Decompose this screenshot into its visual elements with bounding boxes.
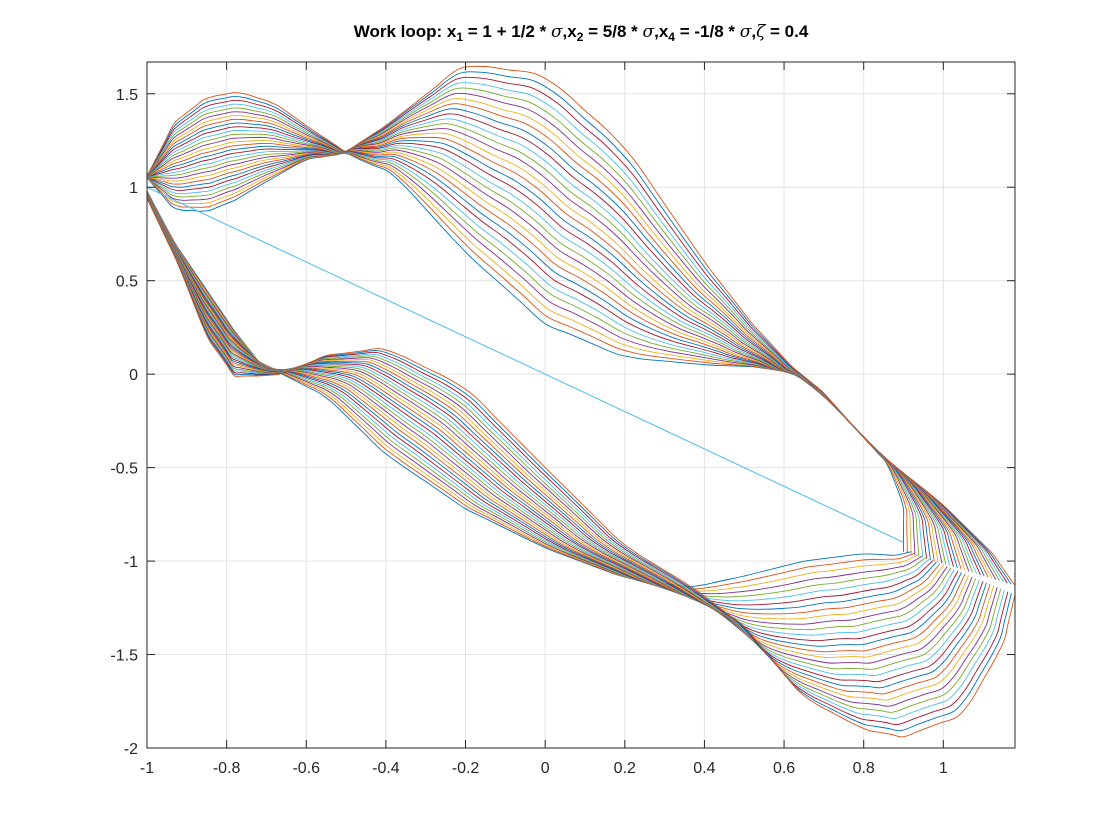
chart-title: Work loop: x1 = 1 + 1/2 * σ,x2 = 5/8 * σ… — [147, 22, 1015, 44]
title-part: 4 — [668, 30, 675, 44]
plot-area — [147, 62, 1015, 748]
x-tick-label: 0.6 — [773, 760, 795, 777]
lower-loop-curve — [146, 197, 1002, 713]
title-part: σ — [550, 22, 563, 42]
y-tick-label: -1 — [124, 554, 138, 571]
x-tick-label: 0.4 — [693, 760, 715, 777]
upper-loop-curve — [146, 65, 1016, 586]
title-part: = 5/8 * — [583, 22, 643, 41]
title-part: σ — [642, 22, 655, 42]
lower-loop-curve — [146, 191, 923, 595]
axes-box — [146, 61, 1016, 749]
title-part: = 0.4 — [765, 22, 809, 41]
title-part: = -1/8 * — [674, 22, 740, 41]
y-tick-label: -0.5 — [110, 461, 138, 478]
lower-loop-curve — [146, 193, 944, 620]
title-part: ,x — [654, 22, 669, 41]
lower-loop-curve — [146, 197, 1005, 719]
lower-loop-curve — [146, 192, 934, 606]
lower-loop-curve — [146, 194, 959, 642]
axes-frame — [146, 61, 1016, 749]
title-part: = 1 + 1/2 * — [463, 22, 551, 41]
lower-loop-curve — [146, 196, 995, 701]
lower-loop-curve — [146, 195, 980, 676]
y-tick-label: 1 — [129, 180, 138, 197]
lower-loop-curve — [146, 195, 984, 683]
series-group — [146, 65, 1016, 738]
title-part: ζ — [756, 22, 766, 42]
y-tick-label: 0.5 — [116, 274, 138, 291]
lower-loop-curve — [146, 192, 941, 615]
lower-loop-curve — [146, 198, 1012, 732]
lower-loop-curve — [146, 197, 998, 707]
lower-loop-curve — [146, 192, 937, 610]
y-tick-label: 0 — [129, 367, 138, 384]
lower-loop-curve — [146, 195, 973, 664]
x-tick-label: -1 — [140, 760, 154, 777]
x-tick-label: -0.2 — [452, 760, 480, 777]
lower-loop-curve — [146, 193, 948, 625]
y-tick-label: -2 — [124, 741, 138, 758]
x-tick-label: -0.4 — [372, 760, 400, 777]
x-tick-label: 1 — [939, 760, 948, 777]
x-tick-label: 0.8 — [853, 760, 875, 777]
title-part: σ — [739, 22, 752, 42]
y-tick-label: -1.5 — [110, 648, 138, 665]
title-part: ,x — [562, 22, 577, 41]
lower-loop-curve — [146, 194, 962, 647]
lower-loop-curve — [146, 193, 952, 631]
lower-loop-curve — [146, 193, 955, 636]
lower-loop-curve — [146, 197, 1009, 726]
x-tick-label: 0 — [541, 760, 550, 777]
y-tick-label: 1.5 — [116, 87, 138, 104]
title-part: 2 — [576, 30, 584, 44]
title-part: Work loop: x — [353, 22, 457, 41]
x-tick-label: 0.2 — [614, 760, 636, 777]
diagonal-line — [146, 186, 904, 543]
lower-loop-curve — [146, 198, 1016, 738]
lower-loop-curve — [146, 194, 970, 658]
title-part: , — [751, 22, 757, 41]
axis-ticks: -1 -0.8 -0.6 -0.4 -0.2 0 0.2 0.4 0.6 0.8 1 1.5 1 0.5 0… — [110, 62, 1015, 777]
lower-loop-curve — [146, 196, 991, 695]
lower-loop-curve — [146, 191, 919, 592]
lower-loop-curve — [146, 190, 916, 590]
lower-loop-curve — [146, 191, 927, 598]
lower-loop-curve — [146, 190, 912, 588]
x-tick-label: -0.8 — [213, 760, 241, 777]
title-part: 1 — [456, 30, 464, 44]
lower-loop-curve — [146, 195, 977, 670]
lower-loop-curve — [146, 196, 987, 689]
x-tick-label: -0.6 — [292, 760, 320, 777]
lower-loop-curve — [146, 192, 930, 602]
lower-loop-curve — [146, 194, 966, 653]
